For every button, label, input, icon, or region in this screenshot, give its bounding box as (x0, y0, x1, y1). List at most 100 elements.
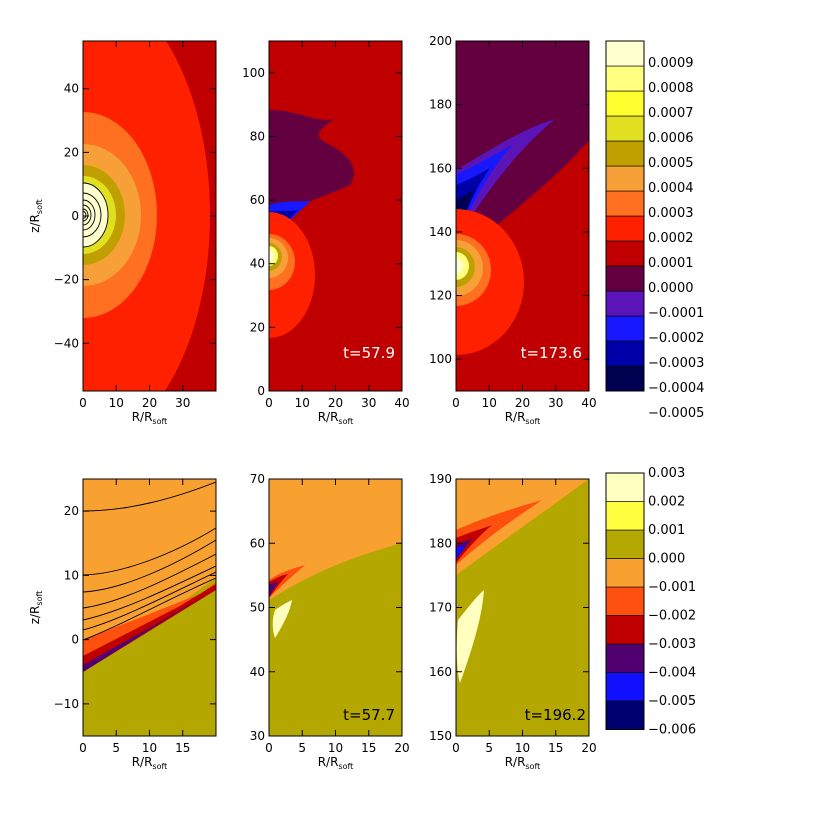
x-tick-label: 10 (142, 741, 157, 755)
x-axis-label: R/Rsoft (132, 755, 168, 771)
axis-text: 0 10 20 30 −40 −20 0 20 40 R/Rsoft z/Rsoft 0 10 20 30 4… (28, 34, 597, 771)
y-tick-label: 60 (250, 536, 265, 550)
colorbar-swatch (605, 472, 645, 502)
colorbar-swatch (605, 700, 645, 730)
x-tick-label: 15 (175, 741, 190, 755)
colorbar-row1: 0.0009 0.0008 0.0007 0.0006 0.0005 0.0004 0.00… (605, 40, 704, 421)
time-annotation: t=196.2 (525, 706, 586, 724)
x-tick-label: 30 (361, 396, 376, 410)
panel-row2-right: t=196.2 (455, 478, 590, 737)
x-tick-label: 20 (515, 396, 530, 410)
panel-row1-left (82, 40, 217, 392)
y-tick-label: 170 (429, 601, 452, 615)
colorbar-label: 0.0003 (648, 206, 694, 221)
colorbar-swatch (605, 115, 645, 142)
colorbar-label: 0.003 (648, 466, 685, 481)
x-tick-label: 15 (548, 741, 563, 755)
y-tick-label: 40 (64, 82, 79, 96)
time-annotation: t=57.9 (343, 344, 395, 362)
y-tick-label: 140 (429, 225, 452, 239)
x-tick-label: 0 (265, 396, 273, 410)
colorbar-swatch (605, 215, 645, 242)
x-tick-label: 10 (482, 396, 497, 410)
x-tick-label: 15 (361, 741, 376, 755)
y-axis-label: z/Rsoft (28, 591, 44, 625)
colorbar-label: 0.0000 (648, 281, 694, 296)
colorbar-label: −0.003 (648, 637, 696, 652)
colorbar-swatch (605, 90, 645, 117)
colorbar-swatch (605, 40, 645, 67)
contour-band (269, 582, 278, 597)
x-axis-label: R/Rsoft (318, 410, 354, 426)
plot-area (456, 479, 589, 736)
contour-band (456, 525, 492, 563)
y-tick-label: 10 (64, 568, 79, 582)
colorbar-swatch (605, 140, 645, 167)
panel-row1-right: t=173.6 (455, 40, 590, 392)
colorbar-swatch (605, 240, 645, 267)
panel-row1-middle: t=57.9 (268, 40, 403, 392)
colorbar-swatch (605, 529, 645, 559)
x-tick-label: 0 (79, 396, 87, 410)
y-tick-label: −10 (54, 697, 79, 711)
x-axis-label: R/Rsoft (505, 410, 541, 426)
y-tick-label: 70 (250, 472, 265, 486)
y-tick-label: 180 (429, 98, 452, 112)
contour-lines (83, 481, 216, 641)
colorbar-label: 0.0009 (648, 56, 694, 71)
plot-area (456, 41, 589, 391)
x-tick-label: 5 (298, 741, 306, 755)
x-tick-label: 0 (79, 741, 87, 755)
x-tick-label: 40 (394, 396, 409, 410)
colorbar-label: 0.0006 (648, 131, 694, 146)
x-tick-label: 5 (485, 741, 493, 755)
plot-area (269, 479, 402, 736)
contour-band (269, 574, 288, 598)
colorbar-label: 0.002 (648, 495, 685, 510)
x-tick-label: 40 (581, 396, 596, 410)
colorbar-label: −0.0003 (648, 356, 704, 371)
colorbar-row2: 0.003 0.002 0.001 0.000 −0.001 −0.002 −0.003 −0… (605, 466, 696, 738)
colorbar-frame (605, 40, 645, 392)
colorbar-label: −0.0001 (648, 306, 704, 321)
colorbar-frame (605, 472, 645, 730)
x-tick-label: 10 (515, 741, 530, 755)
plot-area (83, 41, 216, 391)
y-tick-label: 160 (429, 161, 452, 175)
colorbar-label: −0.002 (648, 609, 696, 624)
colorbar-swatch (605, 643, 645, 673)
y-tick-label: 20 (250, 320, 265, 334)
colorbar-label: −0.0002 (648, 331, 704, 346)
colorbar-swatch (605, 65, 645, 92)
y-tick-label: 100 (242, 66, 265, 80)
x-tick-label: 5 (112, 741, 120, 755)
x-axis-label: R/Rsoft (505, 755, 541, 771)
x-tick-label: 20 (142, 396, 157, 410)
panel-row2-left (82, 478, 217, 737)
colorbar-swatch (605, 315, 645, 342)
y-tick-label: 160 (429, 665, 452, 679)
contour-band (456, 545, 466, 559)
x-tick-label: 0 (452, 396, 460, 410)
y-tick-label: −20 (54, 273, 79, 287)
y-tick-label: −40 (54, 336, 79, 350)
y-tick-label: 0 (71, 209, 79, 223)
colorbar-swatch (605, 615, 645, 645)
colorbar-swatch (605, 290, 645, 317)
contour-band (456, 190, 474, 238)
colorbar-label: −0.0005 (648, 406, 704, 421)
colorbar-swatch (605, 190, 645, 217)
y-tick-label: 120 (429, 289, 452, 303)
y-tick-label: 190 (429, 472, 452, 486)
y-tick-label: 150 (429, 729, 452, 743)
colorbar-label: −0.001 (648, 580, 696, 595)
contour-band (456, 539, 472, 560)
colorbar-label: 0.0004 (648, 181, 694, 196)
contour-band (456, 168, 490, 240)
x-tick-label: 20 (394, 741, 409, 755)
colorbar-label: 0.0001 (648, 256, 694, 271)
colorbar-label: 0.001 (648, 523, 685, 538)
contour-band (456, 41, 589, 260)
contour-band (272, 600, 292, 638)
